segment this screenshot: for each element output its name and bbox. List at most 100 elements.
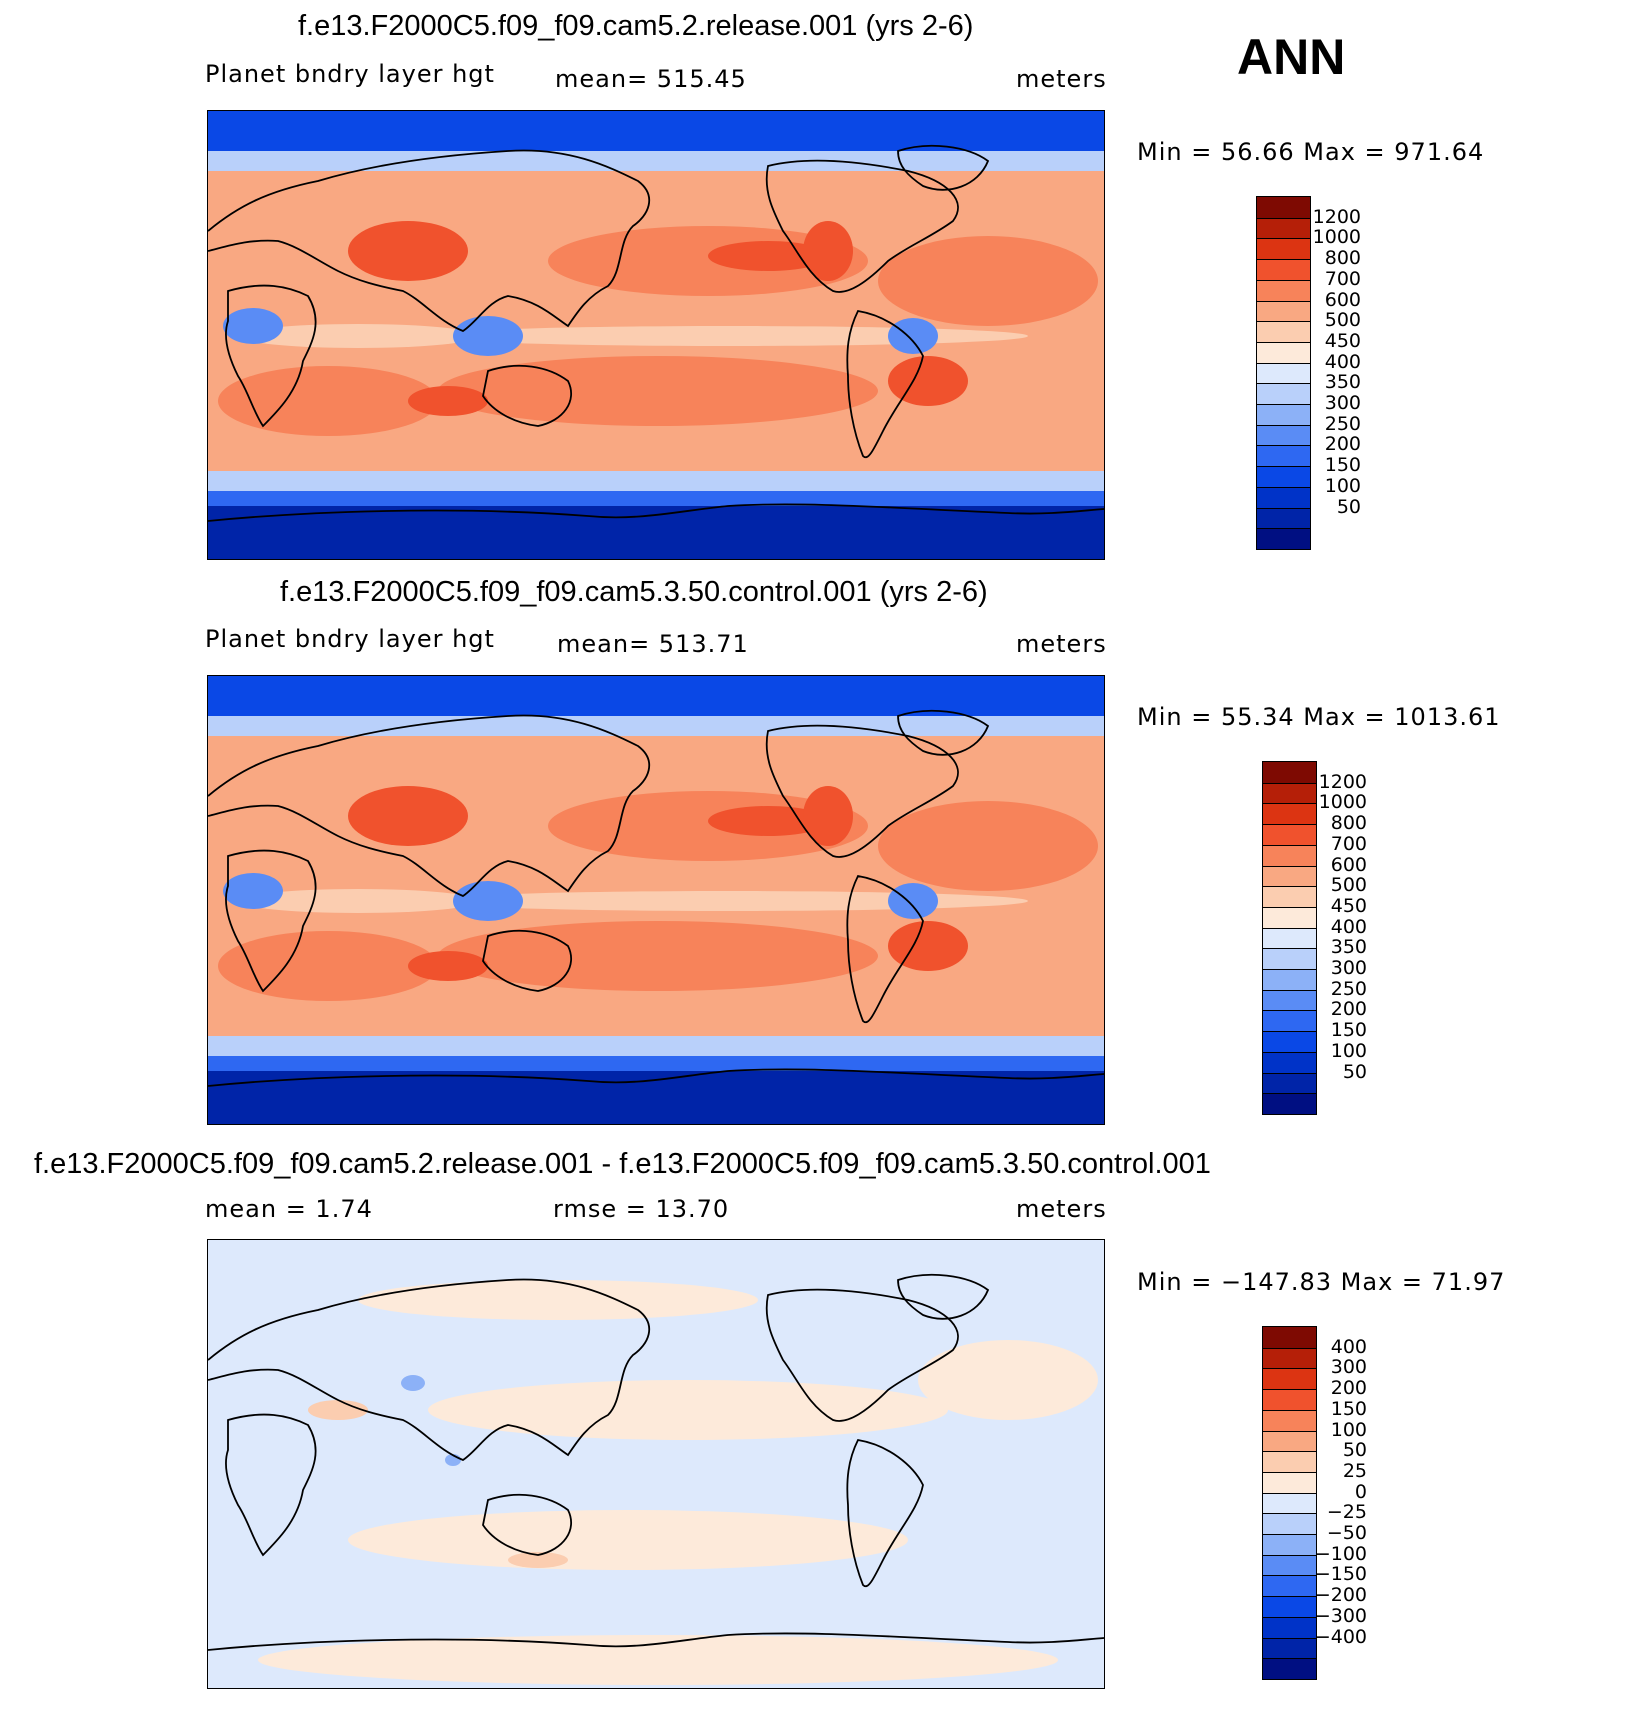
colorbar-segment <box>1263 1471 1316 1494</box>
colorbar-segment <box>1263 1409 1316 1432</box>
colorbar-tick-label: −300 <box>1314 1604 1367 1627</box>
panel-2-min-max: Min = 55.34 Max = 1013.61 <box>1137 703 1501 731</box>
colorbar-segment <box>1263 762 1316 784</box>
colorbar-segment <box>1263 927 1316 949</box>
panel-1-units-label: meters <box>1016 65 1107 93</box>
colorbar-segment <box>1263 844 1316 867</box>
colorbar-tick-label: 300 <box>1330 957 1367 980</box>
colorbar-tick-label: −150 <box>1314 1563 1367 1586</box>
panel-2-colorbar <box>1262 761 1317 1115</box>
colorbar-segment <box>1263 1492 1316 1514</box>
colorbar-segment <box>1257 383 1310 405</box>
colorbar-tick-label: 600 <box>1330 853 1367 876</box>
colorbar-tick-label: 25 <box>1342 1459 1367 1482</box>
season-label: ANN <box>1237 29 1346 85</box>
colorbar-tick-label: 150 <box>1330 1397 1367 1420</box>
colorbar-tick-label: 200 <box>1330 1377 1367 1400</box>
colorbar-segment <box>1263 1389 1316 1411</box>
panel-2-mean-label: mean= 513.71 <box>557 630 749 658</box>
colorbar-tick-label: −100 <box>1314 1542 1367 1565</box>
colorbar-segment <box>1263 1093 1316 1115</box>
colorbar-segment <box>1257 404 1310 426</box>
colorbar-tick-label: 200 <box>1330 998 1367 1021</box>
colorbar-tick-label: 1000 <box>1318 791 1367 814</box>
colorbar-tick-label: 1000 <box>1312 226 1361 249</box>
colorbar-tick-label: −25 <box>1326 1501 1367 1524</box>
colorbar-tick-label: 350 <box>1330 936 1367 959</box>
colorbar-segment <box>1263 865 1316 887</box>
colorbar-segment <box>1257 300 1310 322</box>
panel-1-map <box>207 110 1105 560</box>
colorbar-segment <box>1263 948 1316 970</box>
colorbar-segment <box>1257 321 1310 343</box>
colorbar-tick-label: −200 <box>1314 1584 1367 1607</box>
colorbar-segment <box>1263 824 1316 846</box>
colorbar-segment <box>1263 1072 1316 1094</box>
panel-3-colorbar <box>1262 1326 1317 1680</box>
colorbar-segment <box>1263 1347 1316 1369</box>
colorbar-tick-label: 50 <box>1342 1439 1367 1462</box>
panel-3-min-max: Min = −147.83 Max = 71.97 <box>1137 1268 1506 1296</box>
colorbar-segment <box>1263 803 1316 825</box>
panel-2-units-label: meters <box>1016 630 1107 658</box>
panel-1-title: f.e13.F2000C5.f09_f09.cam5.2.release.001… <box>298 10 974 42</box>
colorbar-segment <box>1263 1534 1316 1556</box>
panel-2-variable-label: Planet bndry layer hgt <box>205 625 495 653</box>
colorbar-tick-label: 300 <box>1324 392 1361 415</box>
panel-3-map <box>207 1239 1105 1689</box>
colorbar-tick-label: 700 <box>1330 832 1367 855</box>
colorbar-tick-label: 800 <box>1330 812 1367 835</box>
colorbar-tick-label: 400 <box>1330 915 1367 938</box>
colorbar-tick-label: 50 <box>1342 1060 1367 1083</box>
panel-1-variable-label: Planet bndry layer hgt <box>205 60 495 88</box>
colorbar-segment <box>1263 989 1316 1011</box>
colorbar-tick-label: 100 <box>1330 1418 1367 1441</box>
colorbar-segment <box>1263 1430 1316 1452</box>
colorbar-segment <box>1263 969 1316 991</box>
colorbar-tick-label: 400 <box>1330 1335 1367 1358</box>
colorbar-tick-label: 500 <box>1324 309 1361 332</box>
colorbar-segment <box>1263 782 1316 804</box>
colorbar-segment <box>1257 362 1310 384</box>
colorbar-tick-label: 700 <box>1324 267 1361 290</box>
panel-1-min-max: Min = 56.66 Max = 971.64 <box>1137 138 1485 166</box>
colorbar-segment <box>1263 1031 1316 1053</box>
colorbar-segment <box>1263 1616 1316 1639</box>
colorbar-tick-label: 100 <box>1330 1039 1367 1062</box>
colorbar-segment <box>1257 528 1310 550</box>
colorbar-segment <box>1263 1010 1316 1032</box>
colorbar-tick-label: 1200 <box>1318 770 1367 793</box>
colorbar-segment <box>1257 486 1310 509</box>
colorbar-tick-label: 200 <box>1324 433 1361 456</box>
colorbar-tick-label: 800 <box>1324 247 1361 270</box>
colorbar-segment <box>1263 1658 1316 1680</box>
colorbar-tick-label: 400 <box>1324 350 1361 373</box>
colorbar-segment <box>1257 238 1310 260</box>
colorbar-tick-label: 500 <box>1330 874 1367 897</box>
colorbar-tick-label: 150 <box>1330 1019 1367 1042</box>
panel-1-mean-label: mean= 515.45 <box>555 65 747 93</box>
colorbar-segment <box>1263 1051 1316 1074</box>
colorbar-tick-label: −50 <box>1326 1522 1367 1545</box>
colorbar-segment <box>1257 341 1310 364</box>
colorbar-segment <box>1263 1554 1316 1576</box>
colorbar-segment <box>1263 1327 1316 1349</box>
colorbar-tick-label: 50 <box>1336 495 1361 518</box>
colorbar-tick-label: 450 <box>1324 329 1361 352</box>
colorbar-tick-label: 600 <box>1324 288 1361 311</box>
panel-1-colorbar <box>1256 196 1311 550</box>
panel-3-units-label: meters <box>1016 1195 1107 1223</box>
colorbar-tick-label: 250 <box>1324 412 1361 435</box>
panel-3-rmse-label: rmse = 13.70 <box>553 1195 730 1223</box>
colorbar-segment <box>1263 886 1316 908</box>
colorbar-segment <box>1257 217 1310 239</box>
panel-3-title: f.e13.F2000C5.f09_f09.cam5.2.release.001… <box>34 1148 1211 1180</box>
colorbar-segment <box>1257 445 1310 467</box>
colorbar-segment <box>1263 1637 1316 1659</box>
panel-2-map <box>207 675 1105 1125</box>
colorbar-tick-label: 450 <box>1330 894 1367 917</box>
colorbar-segment <box>1263 1575 1316 1597</box>
colorbar-tick-label: 0 <box>1354 1480 1367 1503</box>
colorbar-tick-label: 250 <box>1330 977 1367 1000</box>
colorbar-segment <box>1263 906 1316 929</box>
